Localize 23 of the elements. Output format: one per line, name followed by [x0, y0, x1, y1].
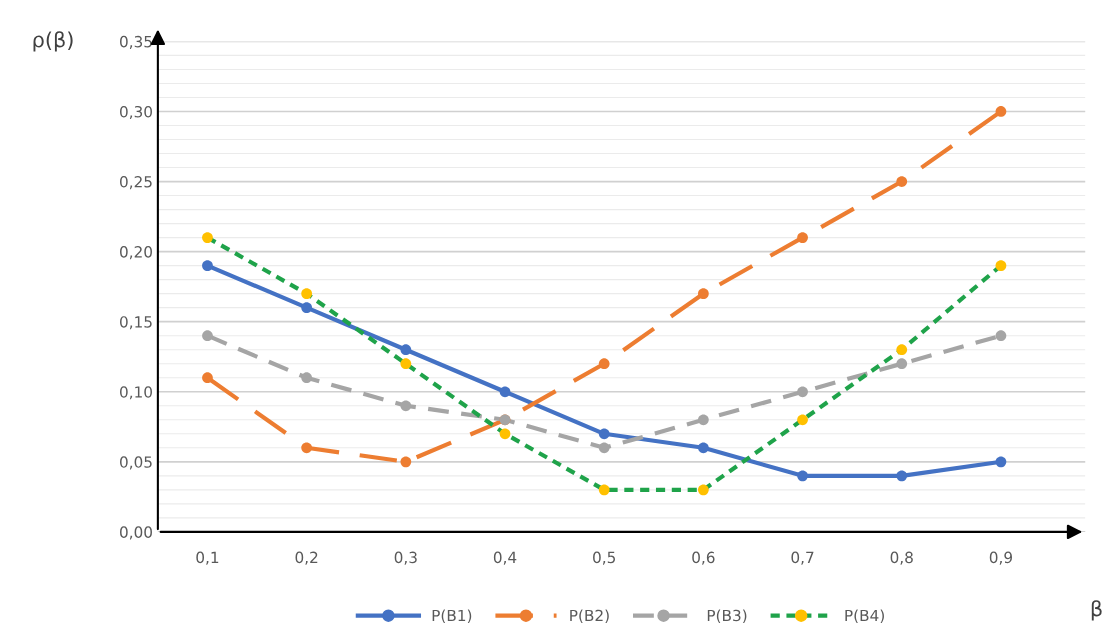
y-tick-label: 0,30: [120, 105, 152, 120]
y-tick-label: 0,05: [120, 456, 152, 470]
x-tick-label: 0,1: [196, 551, 219, 565]
y-axis-title: ρ(β): [33, 31, 73, 52]
legend-label: P(B1): [432, 609, 472, 624]
x-tick-label: 0,7: [791, 551, 814, 565]
x-axis-title: β: [1091, 600, 1102, 621]
x-tick-label: 0,3: [394, 551, 417, 565]
x-tick-label: 0,8: [890, 551, 913, 565]
y-tick-label: 0,35: [120, 35, 152, 49]
x-tick-label: 0,2: [295, 551, 318, 565]
x-tick-label: 0,4: [493, 551, 517, 565]
y-tick-label: 0,15: [120, 316, 152, 330]
x-tick-label: 0,5: [593, 551, 616, 565]
x-tick-label: 0,6: [692, 551, 715, 565]
legend-label: P(B3): [707, 609, 747, 624]
y-tick-label: 0,10: [120, 386, 152, 400]
x-tick-label: 0,9: [989, 551, 1012, 565]
y-tick-label: 0,25: [120, 176, 152, 190]
legend-label: P(B4): [845, 609, 884, 624]
legend-label: P(B2): [570, 609, 609, 624]
y-tick-label: 0,00: [120, 526, 152, 540]
y-tick-label: 0,20: [120, 246, 152, 260]
